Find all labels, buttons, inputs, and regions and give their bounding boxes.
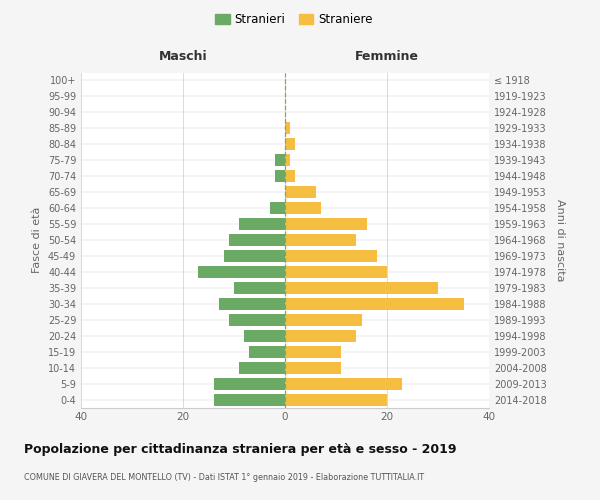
Bar xyxy=(285,282,438,294)
Bar xyxy=(250,346,285,358)
Y-axis label: Anni di nascita: Anni di nascita xyxy=(555,198,565,281)
Bar xyxy=(275,170,285,182)
Bar xyxy=(285,250,377,262)
Bar xyxy=(234,282,285,294)
Bar xyxy=(214,394,285,406)
Bar xyxy=(275,154,285,166)
Bar xyxy=(285,314,362,326)
Bar xyxy=(285,138,295,150)
Bar xyxy=(270,202,285,214)
Text: Maschi: Maschi xyxy=(158,50,208,63)
Bar xyxy=(219,298,285,310)
Bar xyxy=(285,266,387,278)
Bar xyxy=(285,218,367,230)
Bar xyxy=(229,314,285,326)
Bar xyxy=(285,234,356,246)
Bar xyxy=(285,330,356,342)
Bar xyxy=(199,266,285,278)
Text: Femmine: Femmine xyxy=(355,50,419,63)
Bar xyxy=(244,330,285,342)
Bar xyxy=(285,186,316,198)
Bar xyxy=(285,154,290,166)
Bar xyxy=(285,122,290,134)
Bar xyxy=(285,394,387,406)
Bar xyxy=(285,346,341,358)
Bar xyxy=(285,170,295,182)
Text: Popolazione per cittadinanza straniera per età e sesso - 2019: Popolazione per cittadinanza straniera p… xyxy=(24,442,457,456)
Text: COMUNE DI GIAVERA DEL MONTELLO (TV) - Dati ISTAT 1° gennaio 2019 - Elaborazione : COMUNE DI GIAVERA DEL MONTELLO (TV) - Da… xyxy=(24,472,424,482)
Bar xyxy=(285,202,321,214)
Bar xyxy=(239,362,285,374)
Bar xyxy=(214,378,285,390)
Legend: Stranieri, Straniere: Stranieri, Straniere xyxy=(211,8,377,31)
Bar xyxy=(285,362,341,374)
Bar xyxy=(285,378,403,390)
Bar xyxy=(285,298,464,310)
Bar xyxy=(224,250,285,262)
Y-axis label: Fasce di età: Fasce di età xyxy=(32,207,42,273)
Bar xyxy=(239,218,285,230)
Bar xyxy=(229,234,285,246)
